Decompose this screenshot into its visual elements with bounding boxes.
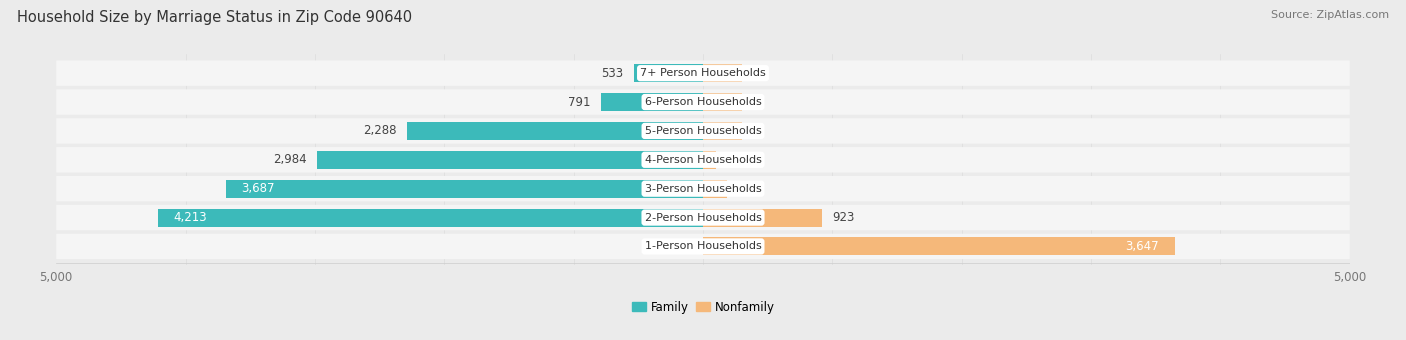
Text: 2,984: 2,984 [273,153,307,166]
Legend: Family, Nonfamily: Family, Nonfamily [627,296,779,318]
Text: 791: 791 [568,96,591,108]
FancyBboxPatch shape [56,89,1350,115]
Bar [703,122,742,140]
Text: 6-Person Households: 6-Person Households [644,97,762,107]
Text: 2-Person Households: 2-Person Households [644,212,762,223]
Bar [703,180,727,198]
Bar [703,237,1175,255]
Text: Source: ZipAtlas.com: Source: ZipAtlas.com [1271,10,1389,20]
Bar [316,151,703,169]
Text: 99: 99 [725,153,741,166]
Text: 0: 0 [752,96,759,108]
Text: 1-Person Households: 1-Person Households [644,241,762,252]
Bar [703,64,742,82]
Text: 2,288: 2,288 [363,124,396,137]
Text: 5-Person Households: 5-Person Households [644,126,762,136]
Bar [600,93,703,111]
Text: Household Size by Marriage Status in Zip Code 90640: Household Size by Marriage Status in Zip… [17,10,412,25]
Bar [226,180,703,198]
Text: 7+ Person Households: 7+ Person Households [640,68,766,78]
Text: 4-Person Households: 4-Person Households [644,155,762,165]
Text: 0: 0 [752,124,759,137]
FancyBboxPatch shape [56,205,1350,230]
FancyBboxPatch shape [56,234,1350,259]
Bar [157,209,703,226]
FancyBboxPatch shape [56,118,1350,143]
Text: 923: 923 [832,211,855,224]
Text: 3,687: 3,687 [242,182,276,195]
Text: 3-Person Households: 3-Person Households [644,184,762,194]
Bar [703,93,742,111]
Text: 4,213: 4,213 [173,211,207,224]
Text: 183: 183 [737,182,759,195]
FancyBboxPatch shape [56,176,1350,201]
Text: 533: 533 [602,67,624,80]
FancyBboxPatch shape [56,147,1350,172]
Text: 3,647: 3,647 [1126,240,1159,253]
Text: 0: 0 [752,67,759,80]
Bar [634,64,703,82]
Bar [703,209,823,226]
Bar [408,122,703,140]
FancyBboxPatch shape [56,61,1350,86]
Bar [703,151,716,169]
